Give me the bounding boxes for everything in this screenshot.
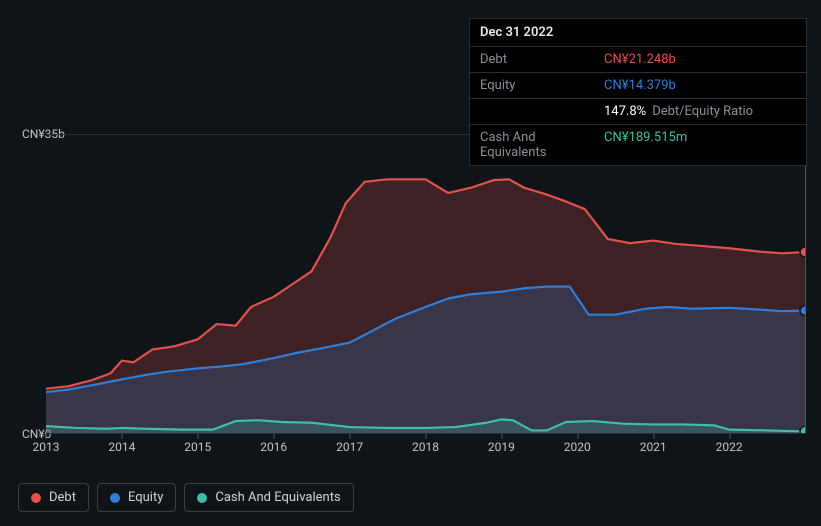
plot-area[interactable] [46,134,805,434]
tooltip-row: Cash And EquivalentsCN¥189.515m [470,125,806,165]
hover-tooltip: Dec 31 2022 DebtCN¥21.248bEquityCN¥14.37… [469,18,807,166]
tooltip-row-label: Cash And Equivalents [480,130,604,160]
x-tick: 2013 [33,440,60,454]
x-tick: 2022 [716,440,743,454]
x-tick: 2016 [260,440,287,454]
legend-item-debt[interactable]: Debt [18,483,89,512]
legend-dot-icon [197,493,207,503]
legend-dot-icon [31,493,41,503]
debt-equity-chart: CN¥35b CN¥0 2013201420152016201720182019… [16,120,805,460]
x-tick: 2017 [336,440,363,454]
tooltip-row-value: CN¥189.515m [604,130,687,160]
tooltip-row: 147.8% Debt/Equity Ratio [470,99,806,125]
tooltip-row-label: Equity [480,78,604,93]
tooltip-row: EquityCN¥14.379b [470,73,806,99]
x-tick: 2014 [108,440,135,454]
x-tick: 2015 [184,440,211,454]
tooltip-row-label [480,104,604,119]
tooltip-row-value: CN¥21.248b [604,52,676,67]
x-tick: 2019 [488,440,515,454]
tooltip-row: DebtCN¥21.248b [470,47,806,73]
legend-item-label: Equity [128,490,163,505]
legend-item-cash-and-equivalents[interactable]: Cash And Equivalents [184,483,353,512]
legend-dot-icon [110,493,120,503]
legend-item-equity[interactable]: Equity [97,483,176,512]
tooltip-row-extra: Debt/Equity Ratio [652,104,753,119]
hover-vertical-line [805,135,806,433]
tooltip-row-value: 147.8% [604,104,646,119]
legend-item-label: Cash And Equivalents [215,490,340,505]
chart-legend: Debt Equity Cash And Equivalents [18,483,354,512]
x-tick: 2021 [640,440,667,454]
x-tick: 2018 [412,440,439,454]
x-tick: 2020 [564,440,591,454]
legend-item-label: Debt [49,490,76,505]
tooltip-row-label: Debt [480,52,604,67]
tooltip-date: Dec 31 2022 [470,19,806,47]
tooltip-row-value: CN¥14.379b [604,78,676,93]
